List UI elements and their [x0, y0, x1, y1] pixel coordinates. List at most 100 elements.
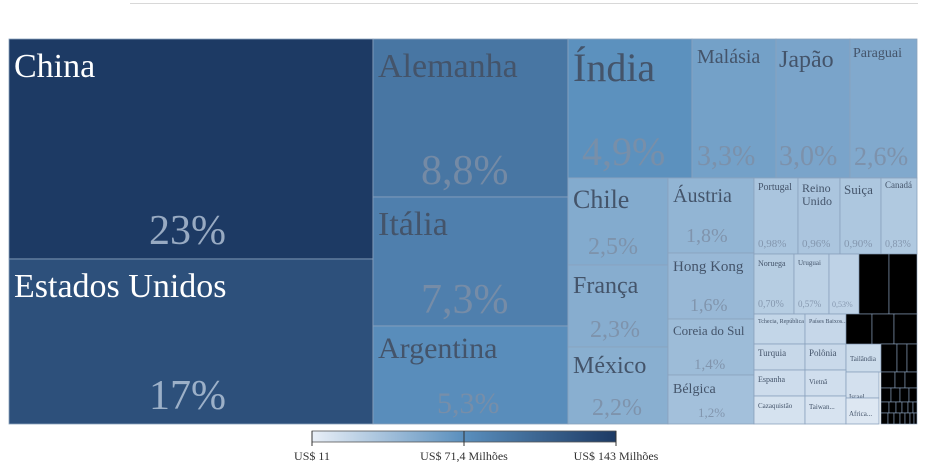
tile-minor-8[interactable] — [880, 371, 896, 389]
tile-rect-canada[interactable] — [880, 177, 918, 255]
tile-name-japao: Japão — [779, 47, 834, 73]
tile-rect-tailandia[interactable] — [845, 343, 882, 373]
tile-malasia[interactable]: Malásia 3,3% — [691, 38, 777, 179]
tile-argentina[interactable]: Argentina 5,3% — [372, 325, 569, 425]
tile-suica[interactable]: Suiça 0,90% — [839, 177, 882, 255]
tile-rect-vietna[interactable] — [804, 369, 847, 397]
tile-name-vietna: Vietnã — [809, 378, 828, 386]
tile-minor-27[interactable] — [913, 412, 918, 425]
tile-portugal[interactable]: Portugal 0,98% — [753, 177, 799, 255]
tile-uruguai[interactable]: Uruguai 0,57% — [793, 253, 830, 315]
tile-minor-14[interactable] — [908, 387, 918, 403]
tile-minor-10[interactable] — [904, 371, 918, 389]
tile-polonia[interactable]: Polônia — [804, 343, 847, 371]
tile-rect-espanha[interactable] — [753, 369, 806, 397]
tile-rect-africa[interactable] — [845, 397, 880, 425]
tile-hong-kong[interactable]: Hong Kong 1,6% — [667, 252, 755, 320]
tile-rect-reino-unido[interactable] — [797, 177, 841, 255]
tile-name-noruega: Noruega — [758, 259, 786, 268]
tile-africa[interactable]: Africa... — [845, 397, 880, 425]
tile-minor-13[interactable] — [899, 387, 910, 403]
tile-minor-24[interactable] — [899, 412, 906, 425]
tile-rect-argentina[interactable] — [372, 325, 569, 425]
tile-name-turquia: Turquia — [758, 348, 786, 358]
tile-minor-7[interactable] — [906, 343, 918, 373]
tile-turquia[interactable]: Turquia — [753, 343, 806, 371]
tile-belgica[interactable]: Bélgica 1,2% — [667, 374, 755, 425]
tile-rect-coreia-do-sul[interactable] — [667, 318, 755, 376]
tile-minor-21[interactable] — [880, 412, 889, 425]
tile-sem-nome[interactable]: 0,53% — [828, 253, 860, 315]
tile-minor-6[interactable] — [896, 343, 908, 373]
tile-paraguai[interactable]: Paraguai 2,6% — [849, 38, 918, 179]
tile-rect-tchecia-republica[interactable] — [753, 313, 806, 345]
tile-rect-japao[interactable] — [775, 38, 851, 179]
tile-share-argentina: 5,3% — [437, 387, 500, 420]
tile-rect-italia[interactable] — [372, 196, 569, 327]
tile-franca[interactable]: França 2,3% — [567, 264, 669, 348]
tile-israel[interactable]: Israel — [845, 371, 880, 401]
tile-minor-11[interactable] — [880, 387, 892, 403]
tile-rect-polonia[interactable] — [804, 343, 847, 371]
tile-rect-sem-nome[interactable] — [828, 253, 860, 315]
tile-minor-25[interactable] — [904, 412, 911, 425]
tile-minor-12[interactable] — [890, 387, 901, 403]
tile-minor-20[interactable] — [912, 401, 918, 414]
tile-cazaquistao[interactable]: Cazaquistão — [753, 395, 806, 425]
tile-rect-chile[interactable] — [567, 177, 669, 266]
tile-china[interactable]: China 23% — [8, 38, 374, 260]
tile-alemanha[interactable]: Alemanha 8,8% — [372, 38, 569, 198]
tile-tailandia[interactable]: Tailândia — [845, 343, 882, 373]
tile-minor-1[interactable] — [888, 253, 918, 315]
tile-minor-2[interactable] — [845, 313, 873, 345]
tile-share-japao: 3,0% — [779, 141, 837, 172]
tile-noruega[interactable]: Noruega 0,70% — [753, 253, 795, 315]
tile-minor-9[interactable] — [894, 371, 906, 389]
tile-india[interactable]: Índia 4,9% — [567, 38, 693, 179]
tile-coreia-do-sul[interactable]: Coreia do Sul 1,4% — [667, 318, 755, 376]
tile-rect-portugal[interactable] — [753, 177, 799, 255]
tile-minor-0[interactable] — [858, 253, 890, 315]
tile-rect-mexico[interactable] — [567, 346, 669, 425]
tile-name-polonia: Polônia — [809, 348, 837, 358]
tile-minor-3[interactable] — [871, 313, 895, 345]
tile-mexico[interactable]: México 2,2% — [567, 346, 669, 425]
tile-share-sem-nome: 0,53% — [832, 300, 853, 309]
tile-austria[interactable]: Áustria 1,8% — [667, 177, 755, 254]
tile-rect-turquia[interactable] — [753, 343, 806, 371]
tile-vietna[interactable]: Vietnã — [804, 369, 847, 397]
tile-rect-franca[interactable] — [567, 264, 669, 348]
tile-minor-26[interactable] — [909, 412, 915, 425]
tile-rect-estados-unidos[interactable] — [8, 258, 374, 425]
tile-minor-4[interactable] — [893, 313, 918, 345]
tile-rect-austria[interactable] — [667, 177, 755, 254]
tile-minor-23[interactable] — [893, 412, 901, 425]
tile-rect-suica[interactable] — [839, 177, 882, 255]
tile-rect-cazaquistao[interactable] — [753, 395, 806, 425]
tile-japao[interactable]: Japão 3,0% — [775, 38, 851, 179]
tile-share-uruguai: 0,57% — [798, 299, 822, 309]
tile-rect-china[interactable] — [8, 38, 374, 260]
tile-minor-5[interactable] — [880, 343, 898, 373]
tile-tchecia-republica[interactable]: Tchecia, República — [753, 313, 806, 345]
tile-chile[interactable]: Chile 2,5% — [567, 177, 669, 266]
tile-espanha[interactable]: Espanha — [753, 369, 806, 397]
tile-minor-19[interactable] — [907, 401, 914, 414]
tile-minor-15[interactable] — [880, 401, 890, 414]
tile-rect-israel[interactable] — [845, 371, 880, 399]
tile-minor-17[interactable] — [895, 401, 903, 414]
tile-rect-paraguai[interactable] — [849, 38, 918, 179]
tile-minor-16[interactable] — [888, 401, 897, 414]
tile-minor-18[interactable] — [901, 401, 909, 414]
tile-paises-baixos[interactable]: Países Baixos... — [804, 313, 847, 345]
tile-name-reino-unido-1: Unido — [802, 194, 832, 208]
tile-canada[interactable]: Canadá 0,83% — [880, 177, 918, 255]
tile-taiwan[interactable]: Taiwan... — [804, 395, 847, 425]
tile-rect-belgica[interactable] — [667, 374, 755, 425]
tile-minor-22[interactable] — [887, 412, 895, 425]
tile-estados-unidos[interactable]: Estados Unidos 17% — [8, 258, 374, 425]
tile-italia[interactable]: Itália 7,3% — [372, 196, 569, 327]
tile-name-argentina: Argentina — [378, 332, 497, 365]
tile-rect-noruega[interactable] — [753, 253, 795, 315]
